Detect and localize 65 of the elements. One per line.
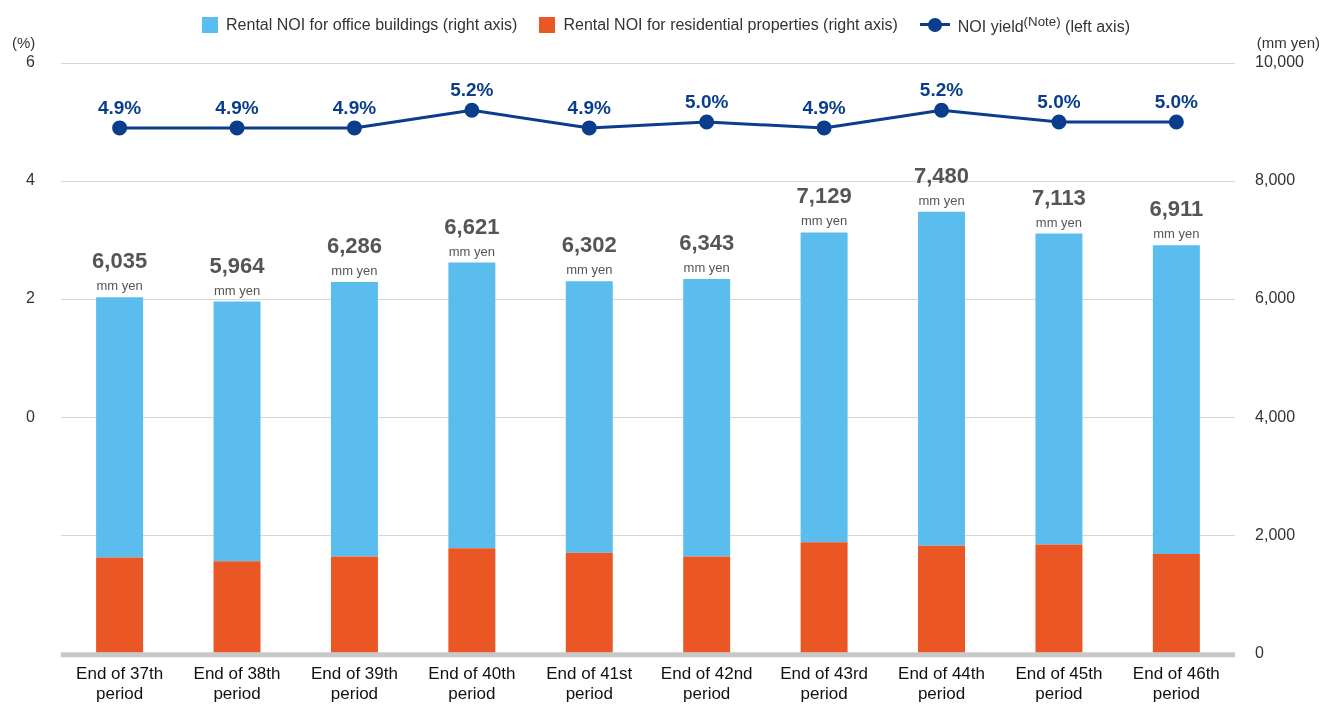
y-tick-label: 6 <box>25 53 35 71</box>
bar <box>800 542 848 653</box>
y2-tick-label: 10,000 <box>1255 53 1305 71</box>
x-tick-label: End of 46th period <box>1132 664 1220 704</box>
bar <box>565 281 613 553</box>
data-label: 4.9% <box>802 96 846 118</box>
y2-axis-title: (mm yen) <box>1256 33 1320 51</box>
bar <box>683 556 731 653</box>
legend-label: Rental NOI for residential properties (right axis) <box>563 16 898 35</box>
bar <box>1035 544 1083 653</box>
x-tick-label: End of 40th period <box>428 664 516 704</box>
bar <box>1152 554 1200 653</box>
x-tick-label: End of 42nd period <box>660 664 753 704</box>
data-label: 4.9% <box>215 96 259 118</box>
x-tick-label: End of 44th period <box>898 664 986 704</box>
total-label: 6,343 mm yen <box>679 230 735 276</box>
y-tick-label: 2 <box>25 289 35 307</box>
y2-tick-label: 6,000 <box>1255 289 1296 307</box>
x-tick-label: End of 43rd period <box>780 664 869 704</box>
x-tick-label: End of 37th period <box>76 664 164 704</box>
x-tick-label: End of 39th period <box>310 664 398 704</box>
legend-label: Rental NOI for office buildings (right axis) <box>226 16 518 35</box>
bar <box>918 545 966 653</box>
y2-tick-label: 8,000 <box>1255 171 1296 189</box>
total-label: 7,480 mm yen <box>913 162 970 208</box>
bar <box>213 561 261 653</box>
data-label: 4.9% <box>97 96 142 118</box>
y2-tick-label: 4,000 <box>1255 407 1296 425</box>
data-label: 5.2% <box>919 78 964 100</box>
bar <box>330 556 378 653</box>
bar <box>918 211 966 546</box>
y-tick-label: 4 <box>25 171 35 189</box>
data-label: 5.0% <box>1154 90 1199 112</box>
y2-tick-label: 0 <box>1255 643 1265 661</box>
bar <box>448 262 496 549</box>
bar <box>800 232 848 543</box>
data-label: 5.0% <box>685 90 729 112</box>
y2-tick-label: 2,000 <box>1255 525 1296 543</box>
x-tick-label: End of 38th period <box>193 664 281 704</box>
total-label: 7,113 mm yen <box>1032 184 1086 230</box>
bar <box>1035 233 1083 545</box>
bar <box>448 548 496 653</box>
legend-label: NOI yield$^{(Note)}$ (left axis) <box>957 14 1130 37</box>
bar <box>330 281 378 557</box>
total-label: 7,129 mm yen <box>796 183 852 229</box>
total-label: 5,964 mm yen <box>209 252 266 298</box>
data-label: 4.9% <box>567 96 612 118</box>
bar <box>1152 245 1200 555</box>
x-tick-label: End of 45th period <box>1015 664 1103 704</box>
data-label: 5.2% <box>450 78 494 100</box>
bar <box>683 279 731 557</box>
y-tick-label: 0 <box>25 407 35 425</box>
total-label: 6,286 mm yen <box>326 233 382 279</box>
total-label: 6,911 mm yen <box>1149 196 1204 242</box>
bar <box>213 301 261 562</box>
total-label: 6,035 mm yen <box>92 248 148 294</box>
bar <box>96 557 144 653</box>
bar <box>96 297 144 558</box>
bar <box>565 552 613 653</box>
x-tick-label: End of 41st period <box>546 664 633 704</box>
data-label: 5.0% <box>1037 90 1081 112</box>
total-label: 6,302 mm yen <box>561 232 617 278</box>
y-axis-title: (%) <box>12 33 36 51</box>
data-label: 4.9% <box>332 96 377 118</box>
total-label: 6,621 mm yen <box>444 213 500 259</box>
